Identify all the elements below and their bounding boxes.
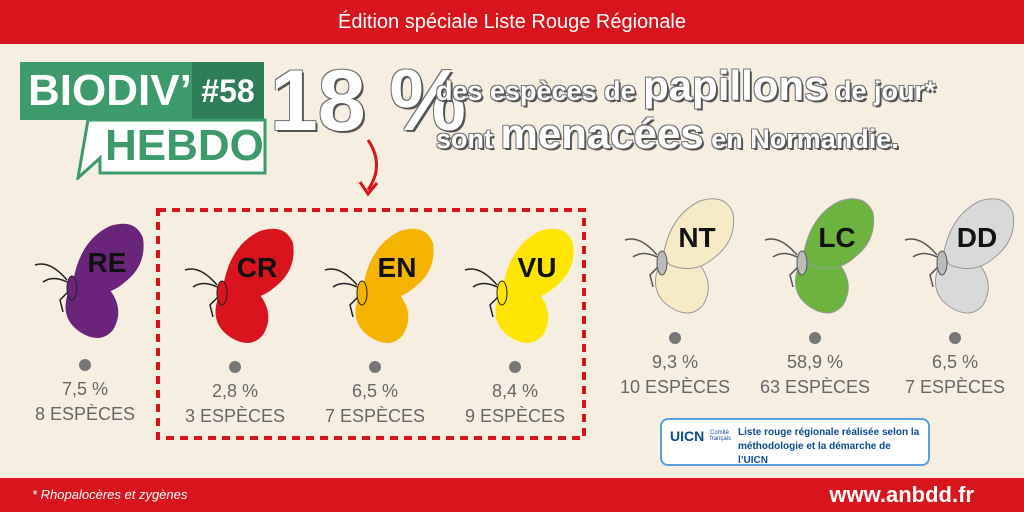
lower-wing [495, 287, 549, 344]
headline-text: sont [436, 124, 493, 154]
logo-sub: HEBDO [105, 121, 264, 170]
footer: * Rhopalocères et zygènes www.anbdd.fr [0, 478, 1024, 512]
dot [809, 332, 821, 344]
category-code: EN [378, 252, 417, 283]
lower-wing [215, 287, 269, 344]
dot [669, 332, 681, 344]
body [66, 275, 78, 301]
dot [79, 359, 91, 371]
upper-wing [73, 223, 144, 294]
upper-wing [662, 198, 735, 270]
uicn-logo-sub: Comité français [710, 430, 732, 442]
butterfly: EN [324, 228, 434, 344]
category-code: RE [88, 247, 127, 278]
website: www.anbdd.fr [829, 482, 974, 507]
headline-line2: sont menacées en Normandie. [436, 110, 899, 158]
dot [369, 361, 381, 373]
percent: 9,3 % [652, 352, 698, 372]
species-count: 9 ESPÈCES [465, 406, 565, 426]
antenna [464, 268, 498, 288]
butterfly: VU [464, 228, 574, 344]
antenna [904, 238, 938, 258]
percent: 6,5 % [352, 381, 398, 401]
butterfly: CR [184, 228, 294, 344]
species-count: 7 ESPÈCES [905, 377, 1005, 397]
lower-wing [795, 256, 849, 314]
butterfly: LC [764, 198, 875, 314]
category-code: VU [518, 252, 557, 283]
body [936, 250, 948, 276]
category-code: DD [957, 222, 997, 253]
percent: 8,4 % [492, 381, 538, 401]
upper-wing [802, 198, 875, 270]
species-count: 63 ESPÈCES [760, 377, 870, 397]
uicn-text: Liste rouge régionale réalisée selon la … [738, 427, 920, 466]
upper-wing [363, 228, 434, 299]
upper-wing [942, 198, 1015, 270]
headline-emphasis: menacées [500, 110, 704, 157]
top-banner: Édition spéciale Liste Rouge Régionale [0, 0, 1024, 44]
category-code: CR [237, 252, 277, 283]
lower-wing [65, 282, 119, 339]
headline-figure: 18 % [270, 53, 467, 149]
butterfly: NT [624, 198, 735, 314]
category-code: NT [678, 222, 715, 253]
species-count: 7 ESPÈCES [325, 406, 425, 426]
butterfly: DD [904, 198, 1015, 314]
lower-wing [355, 287, 409, 344]
category-code: LC [818, 222, 855, 253]
butterfly: RE [34, 223, 144, 339]
headline-emphasis: papillons [643, 62, 828, 109]
body [356, 280, 368, 306]
logo-sub-box [76, 118, 267, 180]
headline-text: de jour* [835, 76, 936, 106]
uicn-badge: UICN Comité français Liste rouge régiona… [660, 418, 930, 466]
lower-wing [655, 256, 709, 314]
percent: 58,9 % [787, 352, 843, 372]
body [796, 250, 808, 276]
body [496, 280, 508, 306]
antenna [34, 263, 68, 283]
species-count: 3 ESPÈCES [185, 406, 285, 426]
antenna [324, 268, 358, 288]
banner-text: Édition spéciale Liste Rouge Régionale [337, 11, 686, 33]
headline-line1: des espèces de papillons de jour* [436, 62, 936, 110]
threatened-box [156, 208, 586, 440]
percent: 6,5 % [932, 352, 978, 372]
arrow-head [358, 181, 379, 197]
headline-text: des espèces de [436, 76, 636, 106]
uicn-logo: UICN [670, 428, 705, 444]
body [656, 250, 668, 276]
headline-text: en Normandie. [711, 124, 899, 154]
footnote: * Rhopalocères et zygènes [32, 487, 188, 502]
dot [229, 361, 241, 373]
upper-wing [223, 228, 294, 299]
species-count: 10 ESPÈCES [620, 377, 730, 397]
antenna [184, 268, 218, 288]
body [216, 280, 228, 306]
species-count: 8 ESPÈCES [35, 404, 135, 424]
lower-wing [935, 256, 989, 314]
dot [509, 361, 521, 373]
antenna [764, 238, 798, 258]
percent: 2,8 % [212, 381, 258, 401]
upper-wing [503, 228, 574, 299]
percent: 7,5 % [62, 379, 108, 399]
arrow [366, 139, 378, 191]
logo-name: BIODIV’ [20, 62, 192, 120]
antenna [624, 238, 658, 258]
dot [949, 332, 961, 344]
logo-issue: #58 [192, 62, 264, 120]
